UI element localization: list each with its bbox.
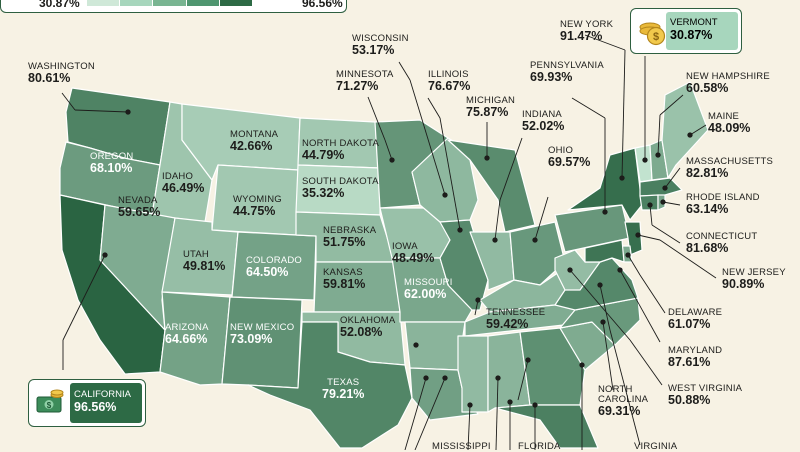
label-oregon: OREGON 68.10% — [90, 151, 134, 175]
state-OH[interactable] — [509, 221, 566, 286]
label-massachusetts: MASSACHUSETTS 82.81% — [686, 156, 774, 180]
label-wisconsin: WISCONSIN 53.17% — [352, 33, 409, 57]
label-new-jersey: NEW JERSEY 90.89% — [722, 267, 786, 291]
label-new-york: NEW YORK 91.47% — [560, 19, 614, 43]
label-washington: WASHINGTON 80.61% — [28, 61, 95, 85]
label-wyoming: WYOMING 44.75% — [233, 194, 282, 218]
label-colorado: COLORADO 64.50% — [246, 255, 302, 279]
label-illinois: ILLINOIS 76.67% — [428, 69, 471, 93]
callout-california-value: 96.56% — [74, 400, 117, 414]
state-MA[interactable] — [639, 177, 683, 197]
label-west-virginia: WEST VIRGINIA 50.88% — [668, 383, 743, 407]
label-idaho: IDAHO 46.49% — [162, 171, 205, 195]
label-oklahoma: OKLAHOMA 52.08% — [340, 315, 396, 339]
svg-text:$: $ — [47, 401, 52, 410]
callout-vermont-name: VERMONT — [670, 17, 718, 28]
label-minnesota: MINNESOTA 71.27% — [336, 69, 394, 93]
state-MS[interactable] — [457, 335, 489, 413]
label-maine: MAINE 48.09% — [708, 111, 751, 135]
legend-min: 30.87% — [39, 0, 80, 10]
cash-icon: $ — [36, 389, 64, 413]
label-delaware: DELAWARE 61.07% — [668, 307, 723, 331]
label-montana: MONTANA 42.66% — [230, 129, 279, 153]
state-FL[interactable] — [494, 404, 599, 449]
callout-vermont: $ VERMONT 30.87% — [630, 8, 742, 54]
legend-swatch — [153, 0, 187, 6]
label-north-dakota: NORTH DAKOTA 44.79% — [302, 138, 379, 162]
label-connecticut: CONNECTICUT 81.68% — [686, 231, 758, 255]
state-TX[interactable] — [247, 321, 413, 449]
state-WV[interactable] — [554, 249, 601, 291]
legend-swatch — [120, 0, 154, 6]
legend-swatch — [87, 0, 121, 6]
label-nevada: NEVADA 59.65% — [118, 195, 161, 219]
callout-california-name: CALIFORNIA — [74, 389, 132, 400]
callout-vermont-value: 30.87% — [670, 28, 713, 42]
label-nebraska: NEBRASKA 51.75% — [323, 225, 377, 249]
legend: 30.87% 96.56% — [0, 0, 347, 13]
label-kansas: KANSAS 59.81% — [323, 267, 366, 291]
legend-swatch — [219, 0, 254, 6]
callout-california: $ CALIFORNIA 96.56% — [28, 379, 146, 427]
legend-swatch — [186, 0, 220, 6]
label-maryland: MARYLAND 87.61% — [668, 345, 723, 369]
label-north-carolina: NORTH CAROLINA 69.31% — [598, 384, 649, 418]
state-MD[interactable] — [584, 239, 625, 263]
label-new-mexico: NEW MEXICO 73.09% — [230, 322, 295, 346]
state-GA[interactable] — [519, 327, 586, 406]
label-pennsylvania: PENNSYLVANIA 69.93% — [530, 60, 604, 84]
label-utah: UTAH 49.81% — [183, 249, 226, 273]
label-rhode-island: RHODE ISLAND 63.14% — [686, 192, 760, 216]
label-indiana: INDIANA 52.02% — [522, 109, 565, 133]
label-missouri: MISSOURI 62.00% — [404, 277, 453, 301]
coins-icon: $ — [639, 22, 666, 46]
label-south-dakota: SOUTH DAKOTA 35.32% — [302, 176, 379, 200]
label-texas: TEXAS 79.21% — [322, 377, 365, 401]
label-arizona: ARIZONA 64.66% — [165, 322, 209, 346]
svg-text:$: $ — [653, 31, 659, 43]
label-tennessee: TENNESSEE 59.42% — [486, 307, 546, 331]
label-new-hampshire: NEW HAMPSHIRE 60.58% — [686, 71, 770, 95]
label-michigan: MICHIGAN 75.87% — [466, 95, 516, 119]
label-florida: FLORIDA — [518, 441, 561, 452]
label-mississippi: MISSISSIPPI — [432, 441, 491, 452]
label-iowa: IOWA 48.49% — [392, 241, 435, 265]
state-IN[interactable] — [469, 231, 515, 291]
state-CT[interactable] — [639, 194, 659, 211]
label-virginia: VIRGINIA — [634, 441, 678, 452]
state-CO[interactable] — [231, 231, 317, 301]
legend-max: 96.56% — [302, 0, 343, 10]
legend-gradient — [87, 0, 254, 6]
label-ohio: OHIO 69.57% — [548, 145, 591, 169]
